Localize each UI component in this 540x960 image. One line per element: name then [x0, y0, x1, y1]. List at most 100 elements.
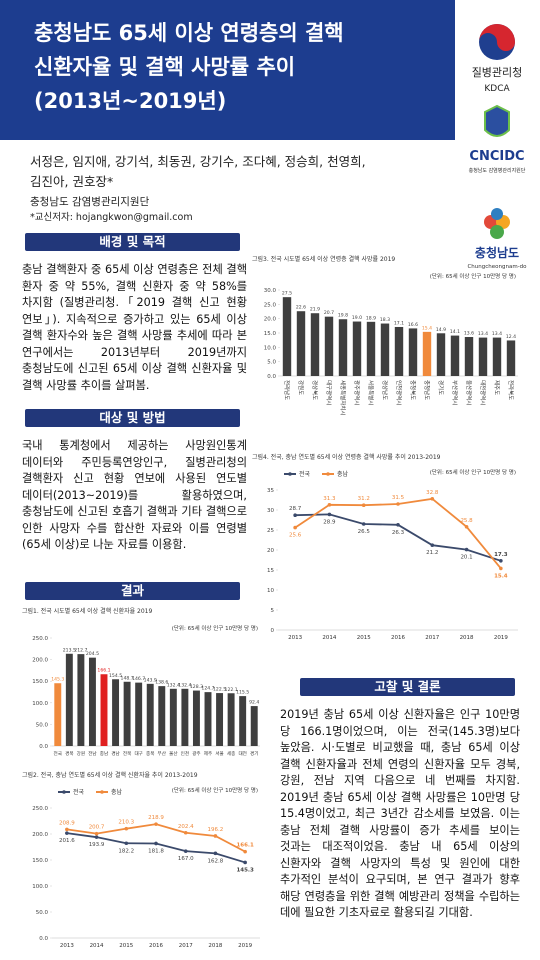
y-tick-label: 15.0	[264, 331, 277, 337]
x-tick-label: 울산	[169, 750, 178, 757]
x-tick-label: 전라북도	[507, 380, 515, 400]
y-tick-label: 150.0	[32, 679, 48, 685]
data-label: 212.7	[74, 648, 87, 654]
y-tick-label: 150.0	[32, 858, 48, 864]
chart: 그림3. 전국 시도별 65세 이상 연령층 결핵 사망률 2019 (단위: 6…	[252, 255, 518, 415]
x-tick-label: 2013	[60, 943, 74, 949]
x-tick-label: 광주광역시	[353, 380, 361, 405]
data-label: 13.4	[478, 331, 488, 337]
point	[65, 827, 69, 832]
data-label: 167.0	[178, 856, 194, 862]
bar	[181, 688, 189, 746]
unit-label: (단위: 65세 이상 인구 10만명 당 명)	[172, 786, 258, 794]
data-label: 25.8	[460, 518, 473, 524]
title-line: 신환자율 및 결핵 사망률 추이	[34, 55, 296, 79]
point	[94, 835, 99, 839]
point	[183, 849, 188, 853]
bar	[123, 681, 131, 746]
y-tick-label: 0.0	[39, 936, 48, 942]
data-label: 181.8	[148, 848, 164, 854]
x-tick-label: 광주	[192, 750, 200, 757]
y-tick-label: 200.0	[32, 832, 48, 838]
x-tick-label: 2019	[238, 943, 252, 949]
x-tick-label: 경상북도	[311, 380, 319, 400]
data-label: 92.4	[249, 700, 259, 706]
section-text: 2019년 충남 65세 이상 신환자율은 인구 10만명 당 166.1명이었…	[280, 708, 520, 919]
data-label: 21.2	[426, 550, 438, 556]
data-label: 32.8	[426, 490, 439, 496]
data-label: 19.8	[338, 313, 348, 319]
section-text: 국내 통계청에서 제공하는 사망원인통계 데이터와 주민등록연앙인구, 질병관리…	[22, 439, 247, 551]
x-tick-label: 2017	[425, 635, 439, 641]
x-tick-label: 경상남도	[381, 380, 389, 400]
data-label: 193.9	[89, 842, 105, 848]
data-label: 15.4	[494, 573, 508, 579]
chart: 그림1. 전국 시도별 65세 이상 결핵 신환자율 2019 (단위: 65세 …	[22, 607, 260, 757]
authors: 서정은, 임지애, 강기석, 최동권, 강기수, 조다혜, 정승희, 천영희, …	[30, 152, 366, 192]
x-tick-label: 세종특별자치시	[339, 380, 347, 415]
logo-text: 질병관리청	[472, 66, 523, 79]
data-label: 132.4	[167, 682, 180, 688]
x-tick-label: 충남	[100, 750, 109, 757]
data-label: 128.3	[190, 684, 203, 690]
unit-label: (단위: 65세 이상 인구 10만명 당 명)	[172, 624, 258, 632]
kdca-emblem-red	[479, 24, 515, 51]
point	[154, 822, 158, 826]
bar	[394, 326, 404, 376]
y-tick-label: 30.0	[264, 288, 277, 294]
x-tick-label: 2018	[460, 635, 474, 641]
data-label: 18.3	[380, 317, 390, 323]
logo-text: Chungcheongnam-do	[467, 264, 527, 270]
y-tick-label: 25	[267, 528, 274, 534]
legend-swatch	[100, 790, 104, 794]
logo-text: 충청남도	[475, 245, 519, 260]
point	[213, 851, 218, 856]
y-tick-label: 50.0	[36, 910, 49, 916]
x-tick-label: 서울	[215, 750, 223, 757]
x-tick-label: 대구	[134, 750, 142, 757]
point	[154, 841, 158, 846]
bar	[65, 653, 73, 746]
title: 충청남도 65세 이상 연령층의 결핵 신환자율 및 결핵 사망률 추이 (20…	[34, 16, 344, 118]
data-label: 132.4	[178, 682, 191, 688]
x-tick-label: 서울특별시	[367, 380, 375, 405]
data-label: 166.1	[97, 668, 110, 674]
data-label: 148.7	[121, 675, 134, 681]
x-tick-label: 제주	[204, 750, 212, 757]
data-label: 14.1	[450, 329, 460, 335]
y-tick-label: 0.0	[39, 744, 48, 750]
x-tick-label: 2016	[149, 943, 163, 949]
bar	[158, 686, 166, 746]
bar	[310, 313, 320, 376]
bar	[250, 706, 258, 746]
y-tick-label: 0.0	[267, 374, 276, 380]
logos: 질병관리청 KDCA CNCIDC 충청남도 감염병관리지원단 충청남도 Chu…	[467, 24, 527, 270]
data-label: 210.3	[118, 820, 134, 826]
bar	[88, 657, 96, 746]
point	[65, 831, 69, 835]
data-label: 16.6	[408, 322, 418, 328]
data-label: 28.7	[289, 506, 302, 512]
point	[430, 497, 435, 501]
point	[396, 502, 400, 506]
x-tick-label: 제주도	[493, 380, 501, 395]
x-tick-label: 충북	[146, 750, 154, 757]
data-label: 26.3	[392, 530, 405, 536]
point	[94, 831, 99, 836]
point	[293, 513, 297, 517]
point	[183, 830, 188, 835]
x-tick-label: 2014	[90, 943, 104, 949]
section-text: 충남 결핵환자 중 65세 이상 연령층은 전체 결핵 환자 중 약 55%, …	[22, 263, 247, 392]
data-label: 31.3	[323, 496, 336, 502]
data-label: 12.4	[506, 334, 516, 340]
data-label: 13.4	[492, 331, 502, 337]
bar	[422, 331, 432, 376]
x-tick-label: 인천	[181, 750, 189, 757]
bar	[296, 311, 306, 376]
unit-label: (단위: 65세 이상 인구 10만명 당 명)	[430, 468, 516, 476]
y-tick-label: 30	[267, 508, 274, 514]
data-label: 18.9	[366, 315, 376, 321]
data-label: 146.7	[132, 676, 145, 682]
point	[124, 826, 129, 831]
x-tick-label: 2014	[322, 635, 336, 641]
